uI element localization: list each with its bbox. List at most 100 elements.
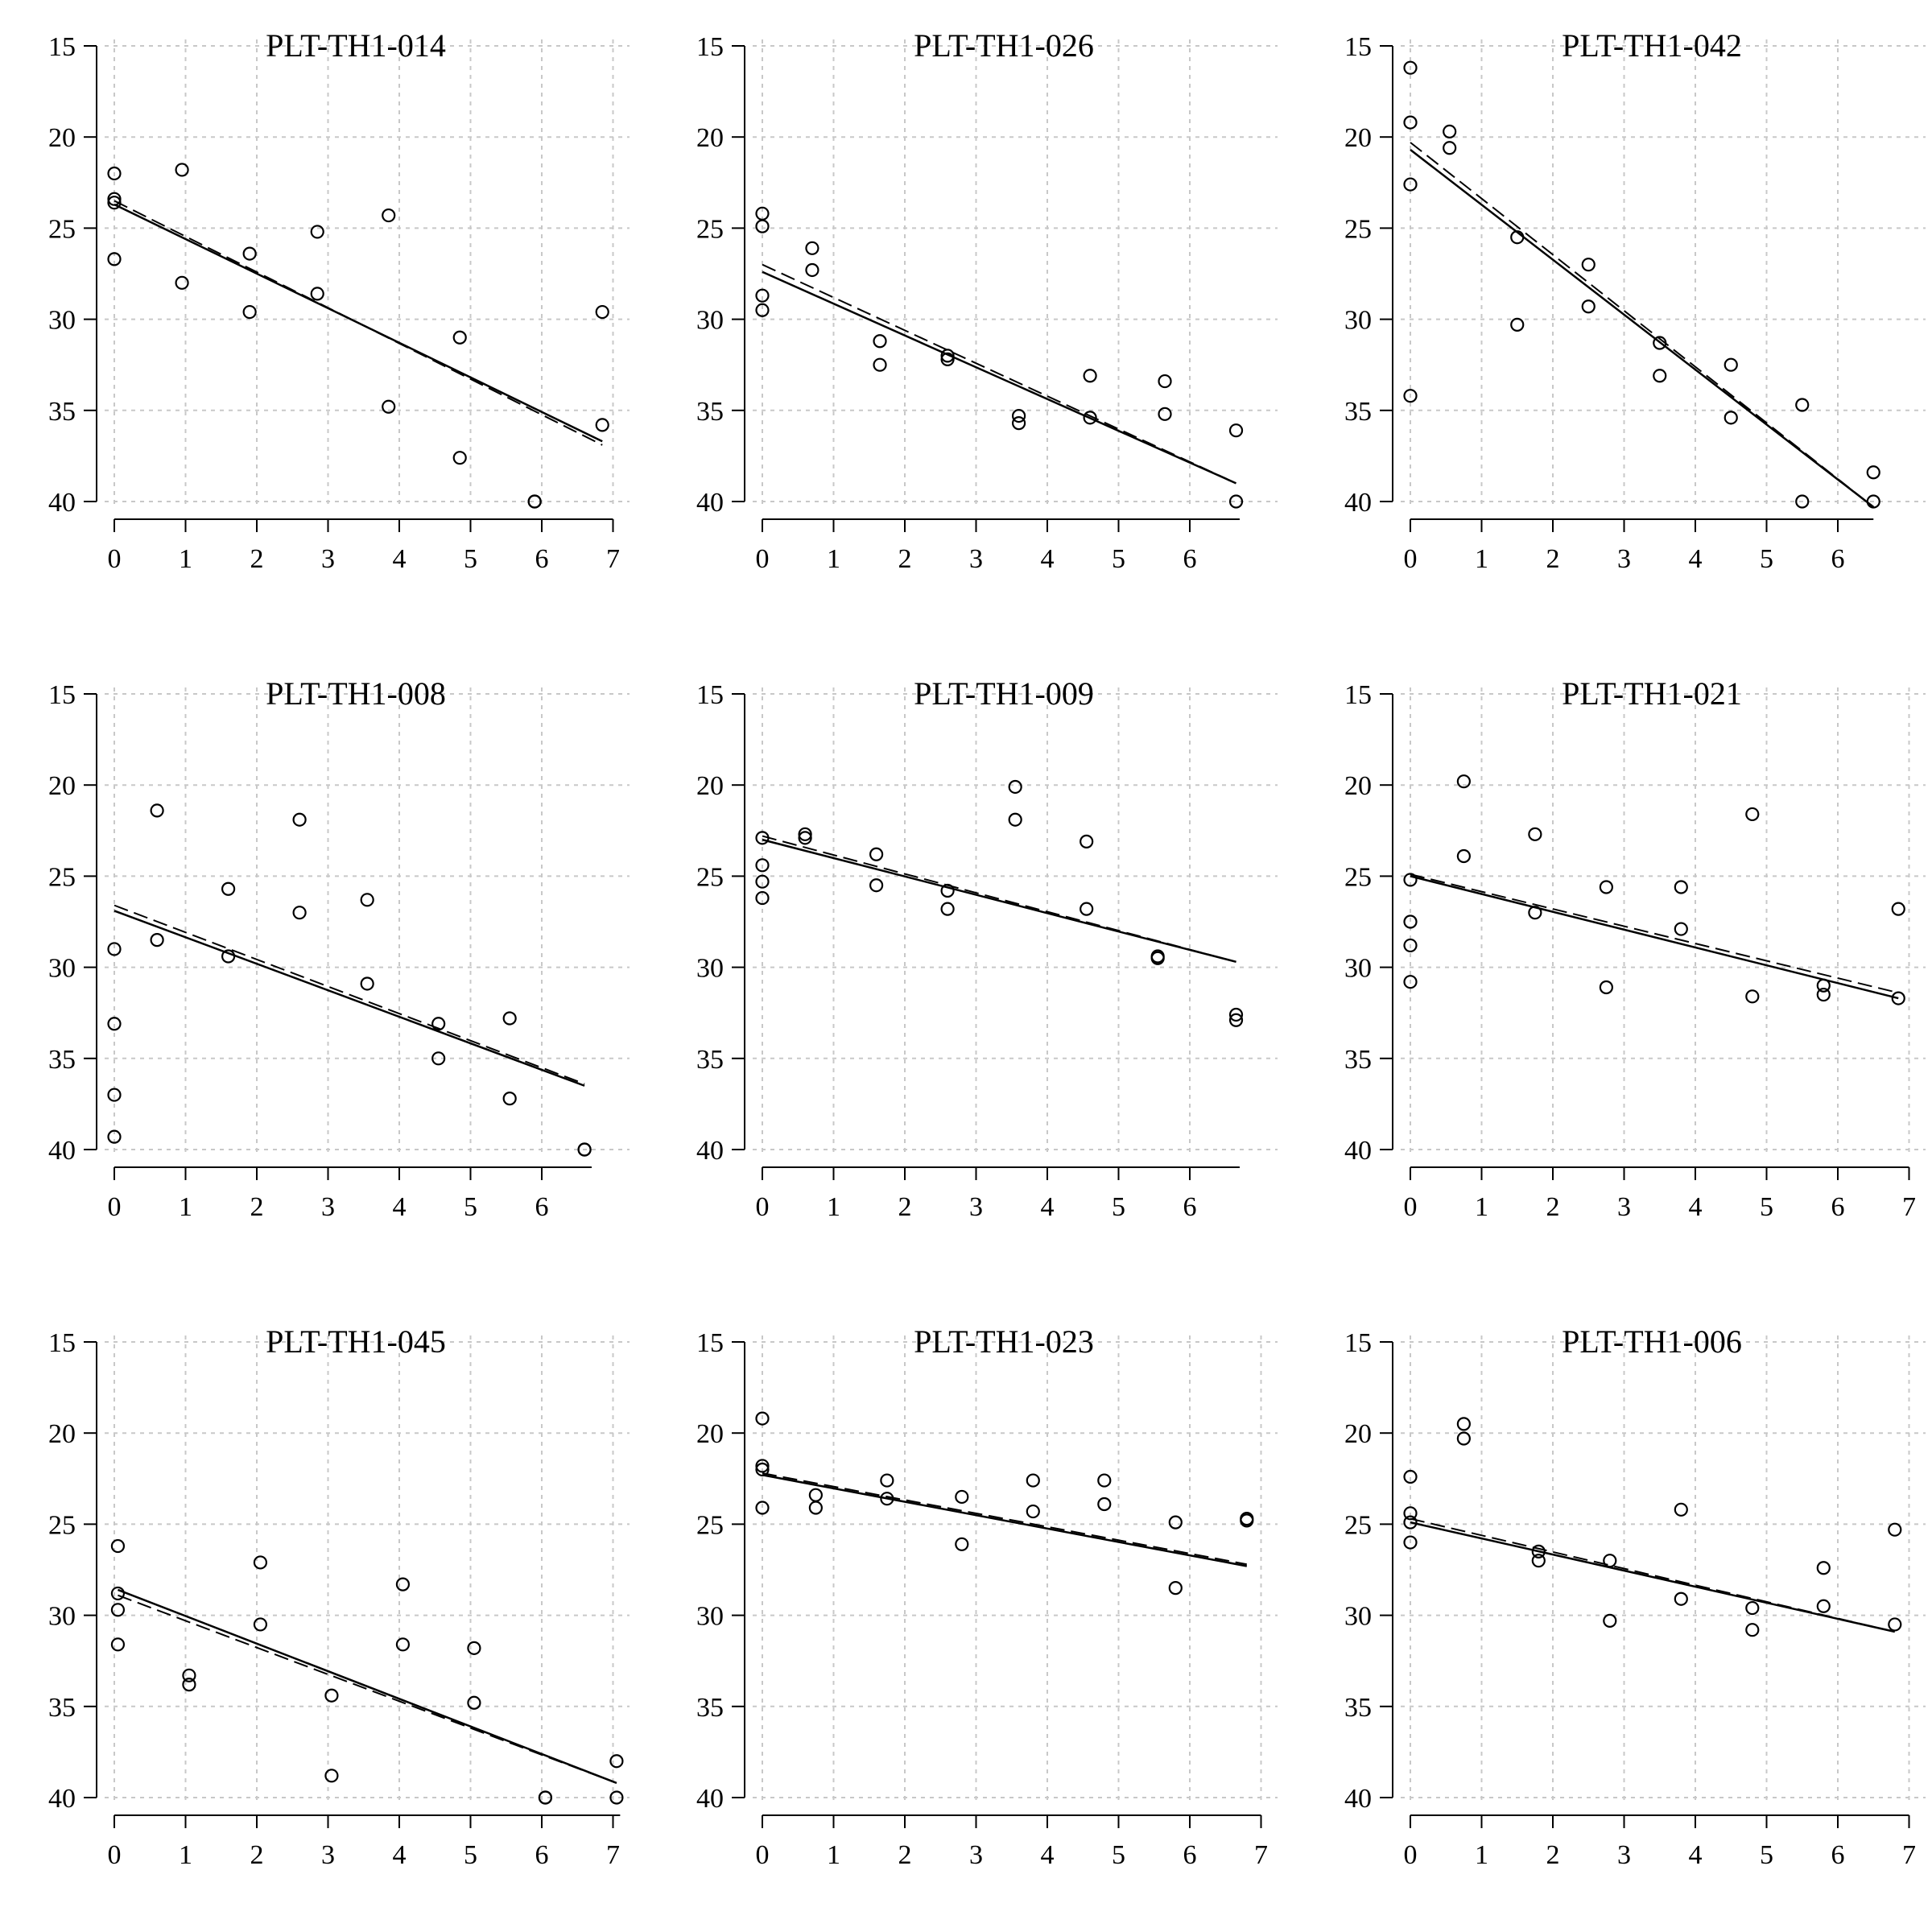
data-point: [107, 166, 122, 181]
y-tick-label: 35: [48, 1045, 76, 1075]
data-point: [1456, 1431, 1471, 1446]
data-point: [452, 451, 467, 465]
data-point: [107, 252, 122, 266]
data-point: [1403, 975, 1418, 989]
data-point: [1443, 124, 1457, 139]
x-tick-label: 3: [1617, 1192, 1631, 1222]
data-point: [292, 812, 307, 827]
data-point: [577, 1142, 592, 1157]
data-point: [1026, 1504, 1040, 1519]
x-tick-label: 5: [1112, 1192, 1125, 1222]
data-point: [755, 858, 770, 873]
panel-3: 15 20 25 30 35 40 0 1 2 3 4 5 6 PLT-TH1-042: [1344, 27, 1926, 574]
data-point: [1816, 978, 1831, 993]
data-point: [182, 1668, 196, 1682]
x-tick-label: 1: [1475, 1192, 1488, 1222]
x-tick-label: 2: [250, 544, 264, 574]
y-tick-label: 30: [48, 1602, 76, 1632]
y-tick-label: 25: [1344, 862, 1372, 892]
y-tick-label: 30: [1344, 1602, 1372, 1632]
x-tick-label: 6: [1183, 1192, 1197, 1222]
x-tick-label: 4: [393, 544, 407, 574]
grid: [753, 1335, 1278, 1804]
y-tick-label: 40: [1344, 488, 1372, 518]
data-point: [955, 1489, 969, 1505]
x-tick-label: 2: [1546, 1840, 1560, 1870]
panel-1: 15 20 25 30 35 40 0 1 2 3 4 5 6 7 PLT-TH1-014: [48, 27, 630, 574]
x-tick-label: 6: [535, 1192, 549, 1222]
y-tick-label: 20: [1344, 1419, 1372, 1449]
data-point: [1866, 465, 1880, 480]
y-tick-label: 40: [696, 1136, 724, 1166]
data-point: [880, 1473, 894, 1488]
fit-line-solid: [114, 910, 585, 1087]
data-point: [182, 1678, 196, 1692]
x-tick-label: 4: [1041, 1192, 1055, 1222]
data-point: [1456, 848, 1471, 864]
data-point: [221, 949, 236, 964]
fit-line-solid: [762, 838, 1236, 964]
grid: [1401, 1335, 1926, 1804]
x-tick-label: 6: [1831, 1192, 1845, 1222]
data-point: [1603, 1613, 1617, 1628]
x-tick-label: 1: [1475, 544, 1488, 574]
x-tick-label: 5: [464, 1192, 477, 1222]
panel-title: PLT-TH1-021: [1562, 675, 1742, 712]
x-tick-label: 7: [606, 1840, 620, 1870]
x-tick-label: 3: [321, 1192, 335, 1222]
data-point: [1724, 357, 1738, 372]
data-point: [1158, 407, 1172, 421]
data-point: [1011, 408, 1026, 423]
x-tick-label: 6: [1183, 1840, 1197, 1870]
data-point: [242, 246, 257, 261]
y-tick-label: 40: [1344, 1784, 1372, 1814]
data-point: [1403, 60, 1418, 75]
x-tick-label: 7: [1902, 1192, 1916, 1222]
y-tick-label: 15: [1344, 680, 1372, 710]
x-tick-label: 1: [179, 1840, 192, 1870]
x-tick-label: 0: [108, 1192, 122, 1222]
data-point: [755, 831, 770, 845]
data-point: [940, 883, 955, 898]
data-point: [1816, 987, 1831, 1002]
x-tick-label: 3: [321, 544, 335, 574]
grid: [753, 39, 1278, 508]
data-point: [502, 1092, 517, 1106]
x-tick-label: 2: [1546, 544, 1560, 574]
y-tick-label: 30: [696, 954, 724, 984]
data-point: [755, 890, 770, 906]
data-point: [755, 1411, 770, 1426]
data-point: [1150, 951, 1165, 965]
data-point: [755, 288, 770, 303]
data-point: [527, 494, 542, 509]
y-tick-label: 40: [696, 488, 724, 518]
data-point: [1443, 141, 1457, 155]
x-tick-label: 4: [1041, 544, 1055, 574]
x-tick-label: 7: [1902, 1840, 1916, 1870]
data-point: [150, 933, 164, 947]
data-point: [1745, 807, 1760, 822]
panel-title: PLT-TH1-042: [1562, 27, 1742, 64]
data-point: [382, 399, 396, 414]
panel-title: PLT-TH1-026: [914, 27, 1094, 64]
data-point: [1240, 1513, 1254, 1528]
fit-line-solid: [117, 1588, 617, 1785]
x-tick-label: 6: [1831, 544, 1845, 574]
grid: [105, 1335, 630, 1804]
data-point: [110, 1603, 126, 1617]
x-tick-label: 4: [1689, 1840, 1703, 1870]
data-point: [1528, 906, 1542, 920]
y-tick-label: 30: [1344, 306, 1372, 336]
x-tick-label: 1: [827, 544, 840, 574]
y-tick-label: 35: [1344, 1693, 1372, 1723]
data-point: [798, 827, 812, 841]
data-point: [107, 196, 122, 210]
y-tick-label: 20: [696, 1419, 724, 1449]
x-tick-label: 0: [756, 544, 770, 574]
fit-line-solid: [762, 1474, 1248, 1567]
x-tick-label: 4: [1689, 544, 1703, 574]
data-point: [755, 303, 770, 317]
y-tick-label: 15: [1344, 1328, 1372, 1358]
panel-2: 15 20 25 30 35 40 0 1 2 3 4 5 6 PLT-TH1-026: [696, 27, 1278, 574]
data-point: [538, 1790, 553, 1805]
